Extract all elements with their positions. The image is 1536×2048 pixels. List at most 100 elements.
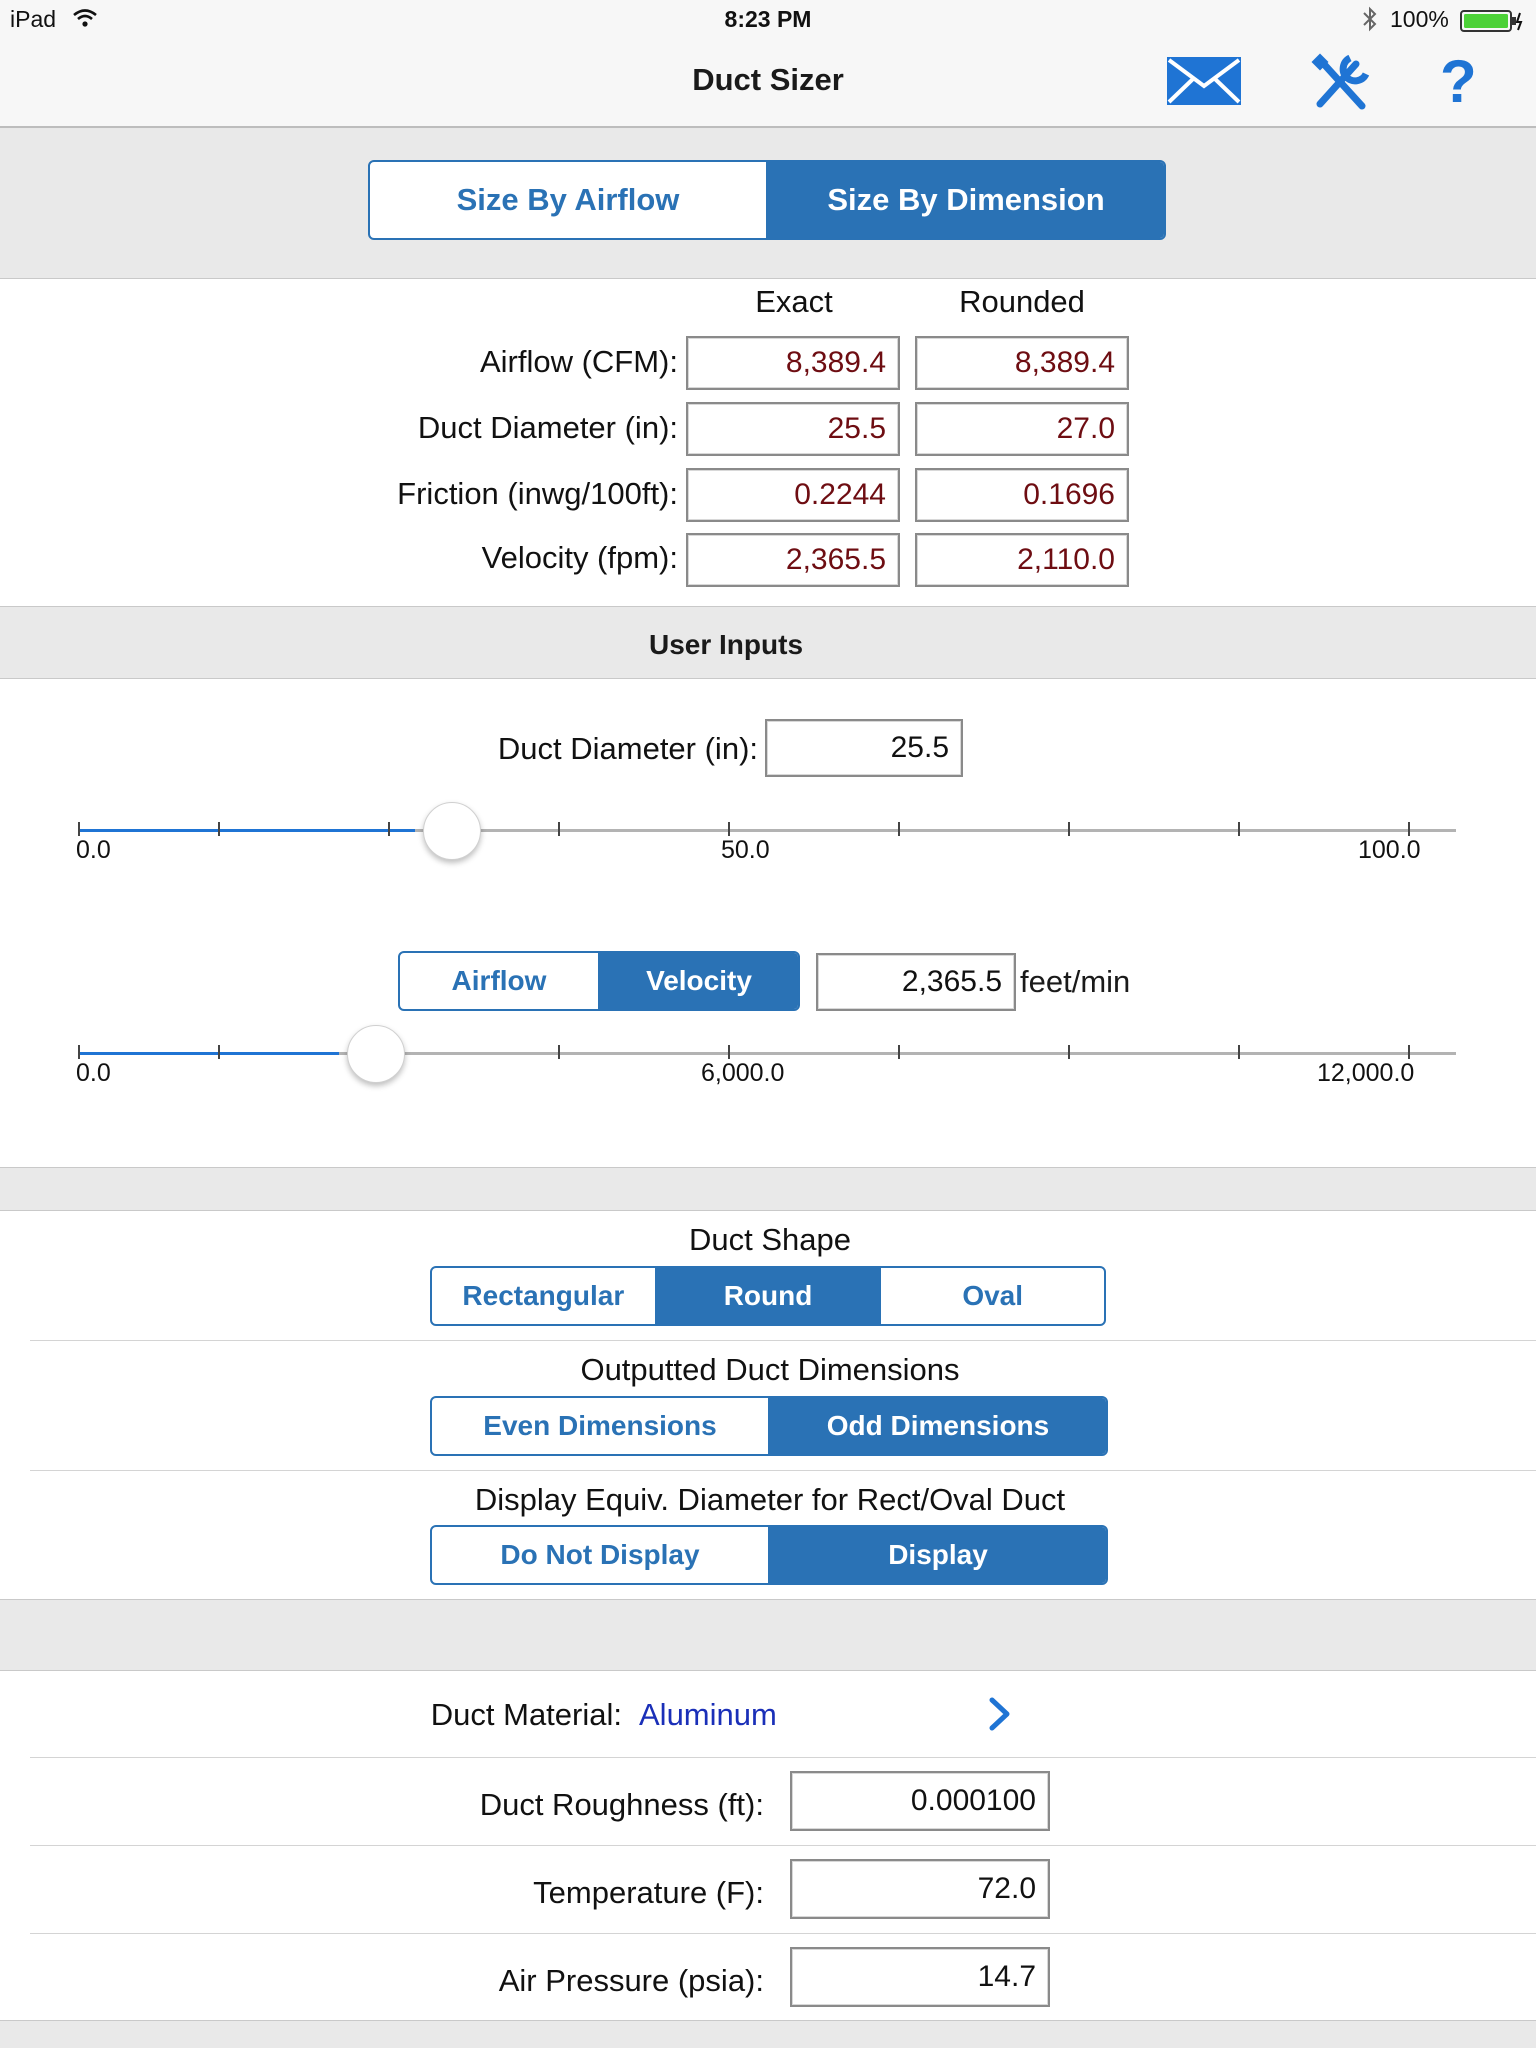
spacer-band xyxy=(0,1168,1536,1210)
slider-track xyxy=(78,1052,1456,1055)
wifi-icon xyxy=(72,8,98,33)
user-inputs-header-band xyxy=(0,607,1536,678)
slider-tick xyxy=(1068,1045,1070,1059)
slider-tick xyxy=(728,1045,730,1059)
status-time: 8:23 PM xyxy=(724,6,812,32)
slider-tick xyxy=(388,822,390,836)
slider-tick xyxy=(898,1045,900,1059)
divider xyxy=(0,678,1536,679)
diameter-exact-field: 25.5 xyxy=(686,402,900,456)
slider-max-label: 12,000.0 xyxy=(1317,1059,1415,1087)
page-title: Duct Sizer xyxy=(692,62,844,97)
diameter-label: Duct Diameter (in): xyxy=(417,410,678,445)
spacer-band xyxy=(0,2021,1536,2048)
slider-fill xyxy=(78,1052,339,1055)
slider-tick xyxy=(78,822,80,836)
divider xyxy=(30,1933,1536,1934)
slider-tick xyxy=(558,1045,560,1059)
equiv-diameter-toggle[interactable]: Do Not Display Display xyxy=(430,1525,1108,1585)
round-option[interactable]: Round xyxy=(654,1268,880,1324)
size-by-airflow-option[interactable]: Size By Airflow xyxy=(456,182,680,217)
size-mode-toggle[interactable]: Size By Airflow Size By Dimension xyxy=(368,160,1166,240)
divider xyxy=(0,606,1536,607)
slider-fill xyxy=(78,829,415,832)
oval-option[interactable]: Oval xyxy=(879,1268,1104,1324)
divider xyxy=(30,1757,1536,1758)
bluetooth-icon xyxy=(1362,6,1378,37)
size-by-dimension-option[interactable]: Size By Dimension xyxy=(766,162,1164,238)
divider xyxy=(0,2020,1536,2021)
divider xyxy=(30,1470,1536,1471)
divider xyxy=(30,1845,1536,1846)
even-dimensions-option[interactable]: Even Dimensions xyxy=(483,1410,717,1441)
display-option[interactable]: Display xyxy=(768,1527,1106,1583)
exact-column-header: Exact xyxy=(755,284,833,319)
slider-max-label: 100.0 xyxy=(1358,836,1421,864)
divider xyxy=(0,278,1536,279)
slider-min-label: 0.0 xyxy=(76,836,111,864)
slider-thumb[interactable] xyxy=(347,1025,405,1083)
input-diameter-label: Duct Diameter (in): xyxy=(497,731,758,766)
velocity-option[interactable]: Velocity xyxy=(598,953,798,1009)
friction-label: Friction (inwg/100ft): xyxy=(397,476,678,511)
duct-shape-title: Duct Shape xyxy=(689,1222,851,1257)
friction-rounded-field: 0.1696 xyxy=(915,468,1129,522)
help-icon[interactable]: ? xyxy=(1440,48,1477,115)
velocity-rounded-field: 2,110.0 xyxy=(915,533,1129,587)
battery-icon xyxy=(1460,10,1526,37)
slider-mid-label: 50.0 xyxy=(721,836,770,864)
air-pressure-label: Air Pressure (psia): xyxy=(498,1963,764,1998)
airflow-label: Airflow (CFM): xyxy=(479,344,678,379)
slider-thumb[interactable] xyxy=(423,802,481,860)
user-inputs-header: User Inputs xyxy=(648,629,804,660)
airflow-option[interactable]: Airflow xyxy=(451,965,547,996)
navigation-bar: iPad 8:23 PM 100% Duct Sizer xyxy=(0,0,1536,128)
slider-tick xyxy=(218,822,220,836)
slider-tick xyxy=(218,1045,220,1059)
slider-tick xyxy=(728,822,730,836)
velocity-unit: feet/min xyxy=(1020,964,1131,999)
duct-roughness-label: Duct Roughness (ft): xyxy=(479,1787,764,1822)
divider xyxy=(0,1599,1536,1600)
velocity-label: Velocity (fpm): xyxy=(481,540,678,575)
duct-shape-toggle[interactable]: Rectangular Round Oval xyxy=(430,1266,1106,1326)
velocity-exact-field: 2,365.5 xyxy=(686,533,900,587)
divider xyxy=(0,1670,1536,1671)
temperature-input[interactable]: 72.0 xyxy=(790,1859,1050,1919)
diameter-input[interactable]: 25.5 xyxy=(765,719,963,777)
slider-tick xyxy=(558,822,560,836)
rounded-column-header: Rounded xyxy=(959,284,1085,319)
rectangular-option[interactable]: Rectangular xyxy=(462,1280,625,1311)
spacer-band xyxy=(0,1600,1536,1670)
dimensions-title: Outputted Duct Dimensions xyxy=(580,1352,960,1387)
airflow-exact-field: 8,389.4 xyxy=(686,336,900,390)
duct-material-value: Aluminum xyxy=(639,1697,777,1732)
duct-material-label: Duct Material: xyxy=(430,1697,622,1732)
duct-roughness-input[interactable]: 0.000100 xyxy=(790,1771,1050,1831)
odd-dimensions-option[interactable]: Odd Dimensions xyxy=(768,1398,1106,1454)
slider-tick xyxy=(1068,822,1070,836)
air-pressure-input[interactable]: 14.7 xyxy=(790,1947,1050,2007)
friction-exact-field: 0.2244 xyxy=(686,468,900,522)
slider-tick xyxy=(1408,822,1410,836)
slider-tick xyxy=(78,1045,80,1059)
dimensions-toggle[interactable]: Even Dimensions Odd Dimensions xyxy=(430,1396,1108,1456)
airflow-rounded-field: 8,389.4 xyxy=(915,336,1129,390)
device-label: iPad xyxy=(10,6,57,32)
diameter-slider[interactable] xyxy=(78,802,1456,870)
slider-track xyxy=(78,829,1456,832)
divider xyxy=(0,1210,1536,1211)
diameter-rounded-field: 27.0 xyxy=(915,402,1129,456)
velocity-slider[interactable] xyxy=(78,1025,1456,1093)
flow-mode-toggle[interactable]: Airflow Velocity xyxy=(398,951,800,1011)
slider-min-label: 0.0 xyxy=(76,1059,111,1087)
tools-icon[interactable] xyxy=(1310,52,1372,119)
slider-tick xyxy=(1238,822,1240,836)
mail-icon[interactable] xyxy=(1166,56,1242,111)
duct-material-row[interactable]: Duct Material: Aluminum xyxy=(0,1671,1536,1757)
slider-mid-label: 6,000.0 xyxy=(701,1059,785,1087)
equiv-diameter-title: Display Equiv. Diameter for Rect/Oval Du… xyxy=(474,1482,1066,1517)
slider-tick xyxy=(898,822,900,836)
velocity-input[interactable]: 2,365.5 xyxy=(816,953,1016,1011)
do-not-display-option[interactable]: Do Not Display xyxy=(500,1539,700,1570)
